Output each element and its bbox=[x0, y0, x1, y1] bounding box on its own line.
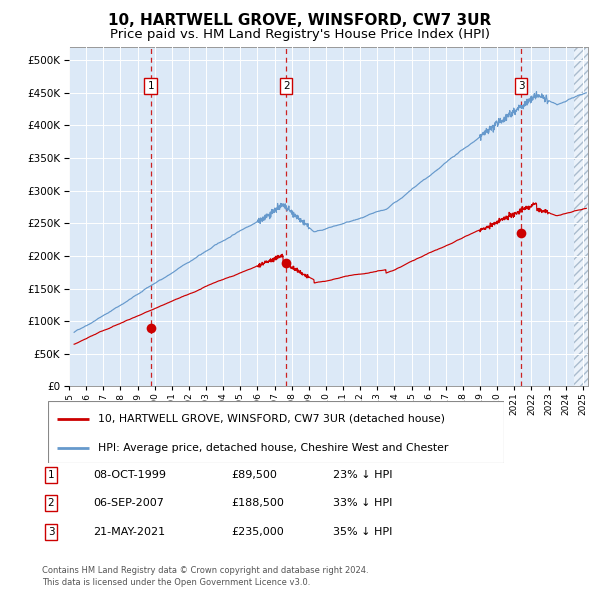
Text: 23% ↓ HPI: 23% ↓ HPI bbox=[333, 470, 392, 480]
Text: £89,500: £89,500 bbox=[231, 470, 277, 480]
Text: 33% ↓ HPI: 33% ↓ HPI bbox=[333, 499, 392, 508]
Text: 1: 1 bbox=[148, 81, 154, 91]
Text: 08-OCT-1999: 08-OCT-1999 bbox=[93, 470, 166, 480]
Text: 2: 2 bbox=[47, 499, 55, 508]
Text: 3: 3 bbox=[518, 81, 524, 91]
Text: Contains HM Land Registry data © Crown copyright and database right 2024.
This d: Contains HM Land Registry data © Crown c… bbox=[42, 566, 368, 587]
Text: HPI: Average price, detached house, Cheshire West and Chester: HPI: Average price, detached house, Ches… bbox=[98, 442, 449, 453]
FancyBboxPatch shape bbox=[48, 401, 504, 463]
Text: 2: 2 bbox=[283, 81, 290, 91]
Text: Price paid vs. HM Land Registry's House Price Index (HPI): Price paid vs. HM Land Registry's House … bbox=[110, 28, 490, 41]
Text: 06-SEP-2007: 06-SEP-2007 bbox=[93, 499, 164, 508]
Text: £188,500: £188,500 bbox=[231, 499, 284, 508]
Text: 1: 1 bbox=[47, 470, 55, 480]
Text: 35% ↓ HPI: 35% ↓ HPI bbox=[333, 527, 392, 536]
Text: 10, HARTWELL GROVE, WINSFORD, CW7 3UR (detached house): 10, HARTWELL GROVE, WINSFORD, CW7 3UR (d… bbox=[98, 414, 445, 424]
Text: 10, HARTWELL GROVE, WINSFORD, CW7 3UR: 10, HARTWELL GROVE, WINSFORD, CW7 3UR bbox=[109, 13, 491, 28]
Text: 3: 3 bbox=[47, 527, 55, 536]
Text: £235,000: £235,000 bbox=[231, 527, 284, 536]
Text: 21-MAY-2021: 21-MAY-2021 bbox=[93, 527, 165, 536]
